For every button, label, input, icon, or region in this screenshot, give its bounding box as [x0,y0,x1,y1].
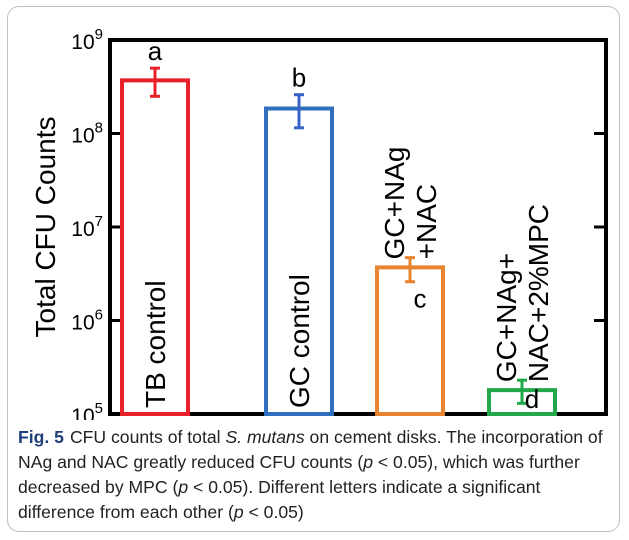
y-tick-label: 105 [71,400,103,420]
significance-letter: a [148,36,163,66]
significance-letter: b [292,63,306,93]
y-tick-label: 106 [71,307,103,335]
y-axis-label: Total CFU Counts [30,117,61,338]
y-ticks: 105 106 107 108 109 [71,26,606,420]
significance-letter: c [414,283,427,313]
category-label: GC control [284,274,315,408]
y-tick-label: 108 [71,120,103,148]
category-label: GC+NAg+NAC+2%MPC [491,204,554,382]
figure-caption: Fig. 5 CFU counts of total S. mutans on c… [18,427,603,522]
bars: a TB control b GC control c GC+NAg+NAC dGC+NAg… [120,36,557,416]
bar [264,106,334,416]
y-tick-label: 109 [71,26,103,54]
category-label: GC+NAg+NAC [379,147,442,260]
y-tick-label: 107 [71,213,103,241]
figure-frame [7,6,620,532]
bar [120,78,190,416]
figure-label: Fig. 5 [18,427,64,447]
bar-chart: Total CFU Counts 105 106 107 108 109 a TB con… [30,26,608,420]
category-label: TB control [140,280,171,408]
bar [375,265,445,416]
significance-letter: d [525,384,539,414]
